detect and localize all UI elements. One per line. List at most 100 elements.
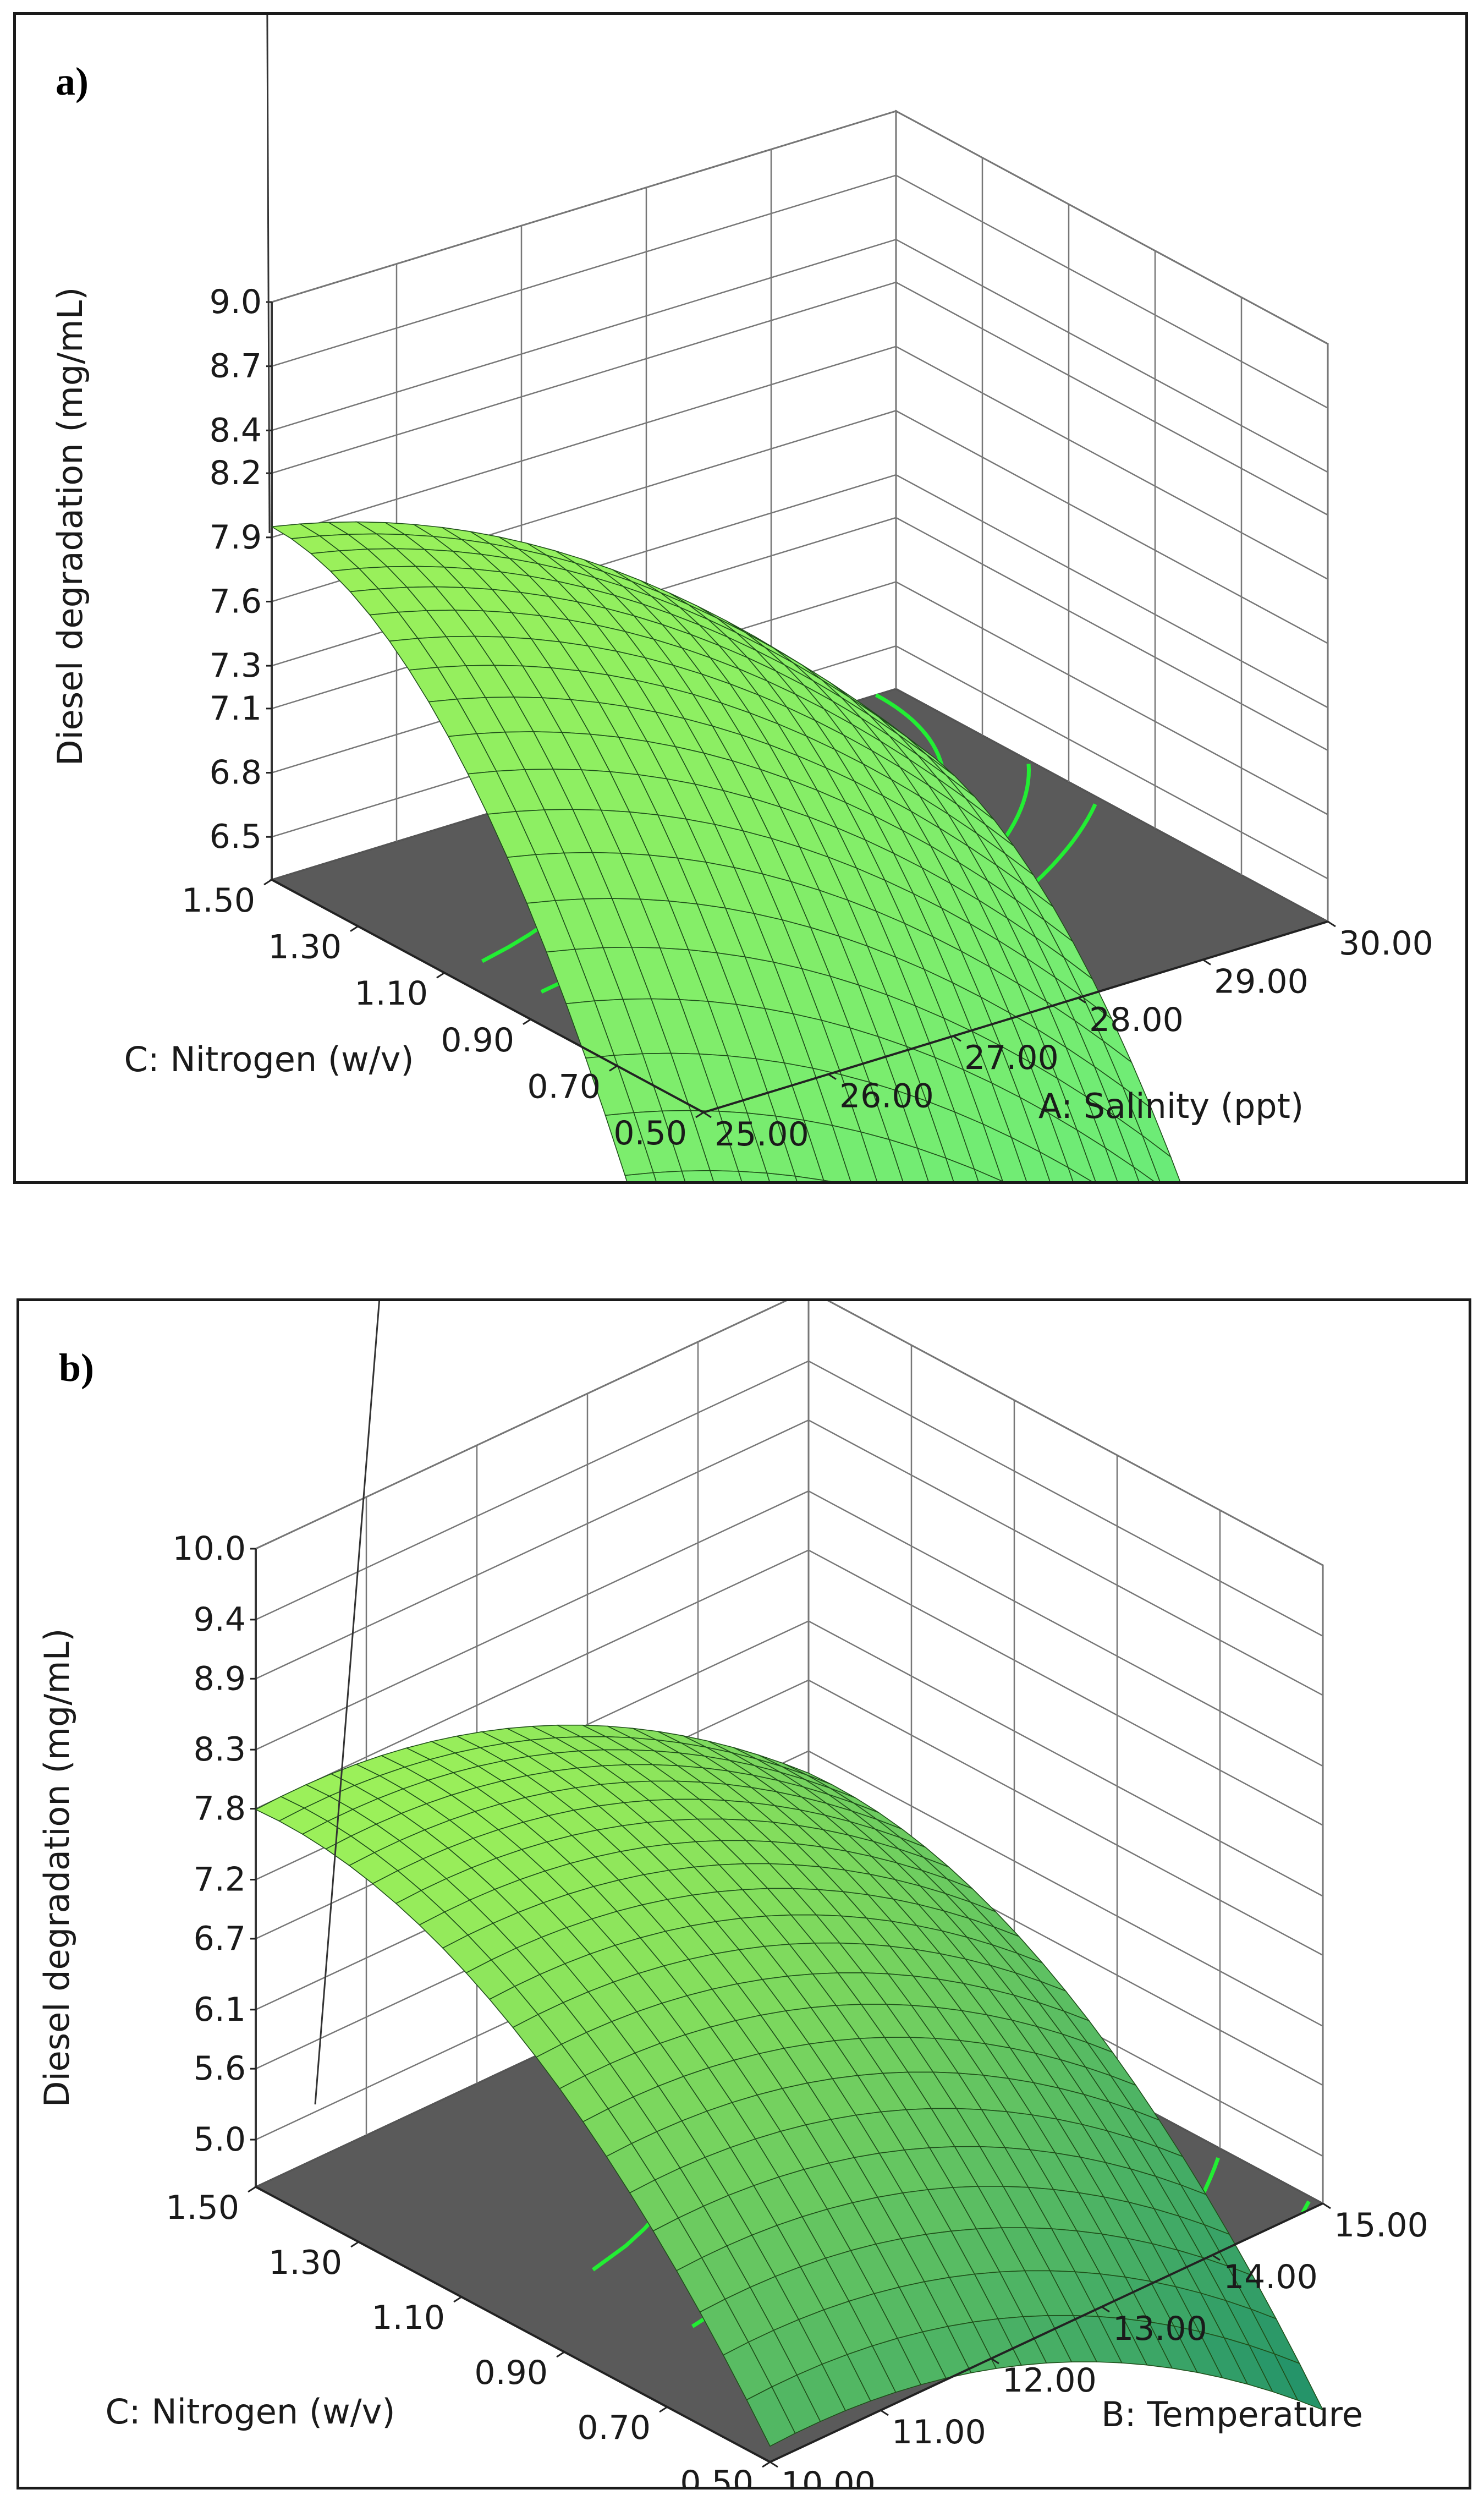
surface-cell [1133,1165,1155,1181]
right-tick-label: 15.00 [1334,2206,1428,2245]
left-tick-label: 0.50 [613,1114,687,1153]
left-tick-label: 1.50 [182,881,255,920]
right-tick-mark [953,1035,961,1042]
right-tick-mark [1078,997,1086,1004]
left-axis-title: C: Nitrogen (w/v) [105,2392,395,2432]
panel-label: a) [56,59,89,103]
surface-cell [973,1168,1003,1181]
z-tick-label: 7.6 [210,582,262,621]
left-tick-mark [523,1018,531,1026]
right-tick-mark [828,1073,837,1080]
surface-cell [738,1171,770,1181]
surface-cell [766,1172,798,1181]
right-tick-label: 13.00 [1113,2310,1207,2348]
right-axis-title: A: Salinity (ppt) [1038,1086,1304,1126]
left-tick-mark [263,879,272,886]
left-tick-label: 0.70 [577,2409,651,2447]
left-axis-line [271,879,704,1114]
wall-gridline-z [255,1360,1323,1637]
right-tick-label: 14.00 [1223,2258,1318,2296]
right-tick-mark [991,2357,999,2365]
z-tick-label: 8.7 [210,347,262,386]
right-tick-label: 10.00 [781,2465,876,2487]
right-tick-mark [1202,959,1211,966]
left-tick-mark [350,925,359,932]
wall-gridline-z [255,1490,1323,1767]
right-tick-mark [1101,2306,1110,2313]
peak-pointer-line [314,1301,381,2105]
left-tick-mark [762,2461,771,2468]
right-tick-label: 12.00 [1002,2361,1097,2400]
left-tick-label: 0.90 [441,1021,514,1060]
z-tick-label: 7.9 [210,518,262,557]
z-tick-label: 5.6 [194,2049,246,2088]
right-axis-line [703,920,1328,1114]
left-tick-mark [453,2296,462,2303]
z-tick-label: 9.4 [194,1600,246,1639]
wall-gridline-z [255,1419,1323,1696]
left-tick-label: 0.90 [474,2354,548,2392]
z-tick-label: 7.8 [194,1790,246,1828]
z-tick-label: 8.4 [210,411,262,449]
left-tick-label: 1.30 [268,2244,342,2282]
surface-plot-b: 5.0 5.6 6.1 6.7 7.2 7.8 8.3 8.9 9.4 10.0 0.50 0.70 0… [37,1301,1428,2487]
left-tick-mark [659,2406,668,2413]
z-tick-label: 6.1 [194,1990,246,2029]
peak-pointer-line [266,15,271,534]
left-tick-mark [695,1111,704,1118]
surface-cell [681,1170,714,1181]
surface-cell [652,1170,686,1181]
z-tick-label: 7.3 [210,646,262,685]
z-tick-label: 9.0 [210,283,262,321]
surface-cell [823,1180,831,1181]
left-tick-mark [556,2351,565,2358]
left-tick-label: 1.30 [268,928,342,967]
z-axis-title: Diesel degradation (mg/mL) [37,1628,77,2108]
z-tick-label: 6.8 [210,754,262,792]
z-tick-label: 6.7 [194,1920,246,1958]
surface-cell [794,1175,825,1181]
left-tick-label: 0.50 [680,2464,754,2487]
right-tick-label: 26.00 [839,1077,934,1116]
right-tick-mark [1322,2202,1331,2209]
left-axis-title: C: Nitrogen (w/v) [124,1039,414,1079]
z-axis-title: Diesel degradation (mg/mL) [50,287,90,766]
left-tick-mark [436,972,445,979]
z-tick-label: 8.3 [194,1730,246,1769]
right-tick-label: 30.00 [1339,924,1433,963]
right-tick-mark [770,2461,778,2468]
z-tick-label: 5.0 [194,2120,246,2159]
right-tick-label: 11.00 [892,2413,986,2452]
left-tick-label: 0.70 [527,1067,601,1106]
surface-cell [709,1170,743,1181]
right-tick-mark [1327,920,1336,928]
panel-a: a) 6.5 6.8 7.1 7.3 7.6 7.9 8.2 8.4 8.7 9.0 0.50 0.7… [13,12,1468,1184]
right-tick-label: 29.00 [1214,962,1309,1001]
right-tick-label: 25.00 [714,1115,809,1154]
panel-b: b) 5.0 5.6 6.1 6.7 7.2 7.8 8.3 8.9 9.4 10.0 0.50 0.… [17,1298,1471,2489]
left-tick-label: 1.10 [371,2299,445,2337]
right-axis-title: B: Temperature [1101,2394,1363,2434]
contour-line [1301,2200,1311,2214]
z-tick-label: 8.2 [210,454,262,492]
right-tick-label: 27.00 [964,1039,1059,1077]
right-tick-mark [1212,2254,1221,2261]
panel-label: b) [59,1346,95,1390]
right-axis-line [770,2202,1323,2463]
left-tick-mark [609,1065,618,1072]
wall-gridline-z [271,238,1328,473]
z-tick-label: 7.1 [210,689,262,728]
wall-gridline-z [255,1301,1323,1566]
wall-gridline-z [271,174,1328,409]
left-tick-label: 1.50 [166,2189,239,2227]
right-tick-mark [703,1111,712,1118]
surface-cell [624,1172,657,1181]
surface-cell [1067,1166,1092,1181]
left-axis-line [255,2186,771,2463]
surface-cell [746,2386,796,2447]
left-tick-mark [350,2241,359,2248]
left-tick-label: 1.10 [354,974,428,1013]
z-tick-label: 6.5 [210,818,262,856]
left-tick-mark [248,2186,256,2193]
right-tick-mark [880,2409,889,2416]
